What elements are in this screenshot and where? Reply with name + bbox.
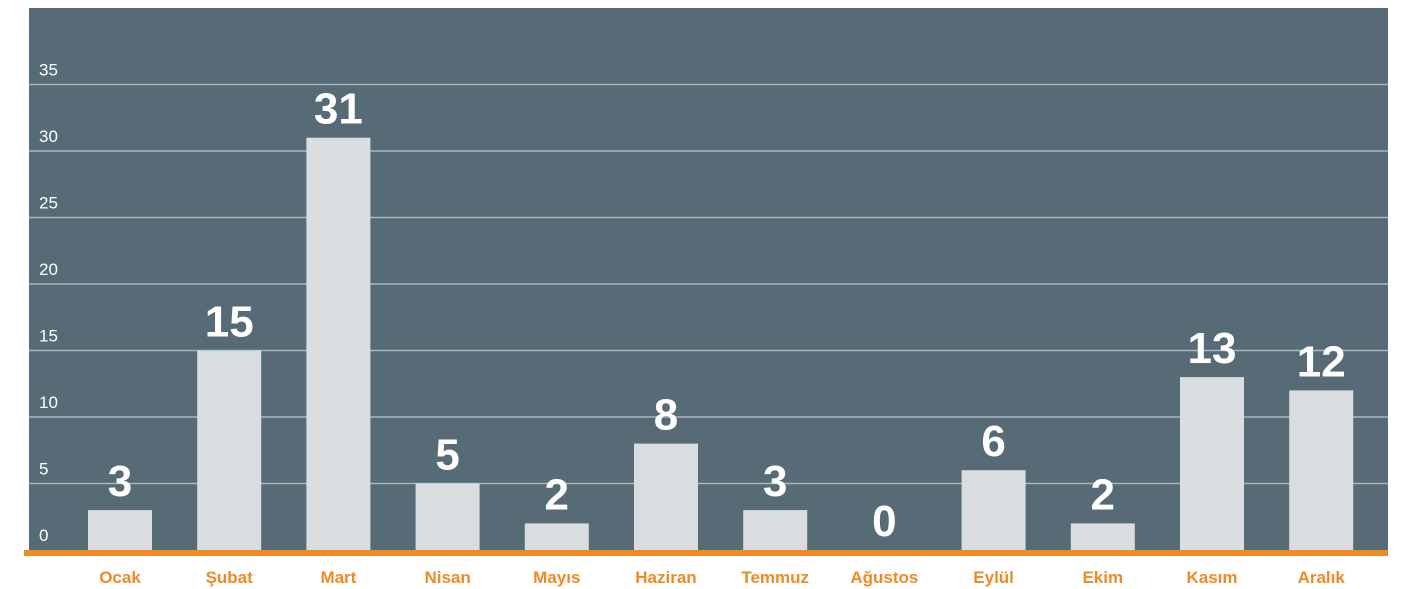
category-label: Nisan: [424, 568, 470, 587]
bar: [961, 470, 1026, 550]
bar: [524, 523, 589, 550]
data-label: 12: [1297, 337, 1346, 386]
bar: [88, 510, 152, 550]
category-label: Haziran: [635, 568, 696, 587]
data-label: 31: [314, 85, 363, 134]
category-label: Mayıs: [533, 568, 580, 587]
category-label: Ağustos: [850, 568, 918, 587]
data-label: 2: [1091, 470, 1115, 519]
y-tick-label: 20: [39, 260, 58, 279]
bar: [197, 350, 262, 550]
bar: [743, 510, 808, 550]
category-label: Şubat: [206, 568, 254, 587]
data-label: 8: [654, 391, 678, 440]
y-tick-label: 25: [39, 194, 58, 213]
category-label: Eylül: [973, 568, 1014, 587]
data-label: 2: [545, 470, 569, 519]
data-label: 5: [435, 431, 459, 480]
data-label: 0: [872, 497, 896, 546]
y-tick-label: 5: [39, 460, 48, 479]
bar: [415, 483, 480, 550]
y-tick-label: 30: [39, 127, 58, 146]
y-axis-tick-labels: 0 5 10 15 20 25 30 35: [39, 61, 58, 546]
bar: [1289, 390, 1354, 550]
category-label: Ekim: [1082, 568, 1123, 587]
data-label: 15: [205, 298, 254, 347]
bar: [1180, 377, 1244, 550]
x-axis-category-labels: Ocak Şubat Mart Nisan Mayıs Haziran Temmuz Ağus…: [99, 568, 1345, 587]
bars: [88, 137, 1354, 550]
category-label: Temmuz: [741, 568, 809, 587]
data-label: 6: [981, 417, 1005, 466]
category-label: Aralık: [1298, 568, 1346, 587]
bar: [634, 443, 698, 550]
data-label: 13: [1188, 324, 1237, 373]
y-tick-label: 0: [39, 526, 48, 545]
data-label: 3: [108, 457, 132, 506]
category-label: Ocak: [99, 568, 141, 587]
y-tick-label: 10: [39, 393, 58, 412]
category-label: Kasım: [1186, 568, 1237, 587]
y-tick-label: 35: [39, 61, 58, 80]
y-tick-label: 15: [39, 327, 58, 346]
category-label: Mart: [320, 568, 356, 587]
bar: [306, 137, 371, 550]
bar: [1070, 523, 1135, 550]
x-axis-baseline: [24, 550, 1388, 556]
data-label: 3: [763, 457, 787, 506]
